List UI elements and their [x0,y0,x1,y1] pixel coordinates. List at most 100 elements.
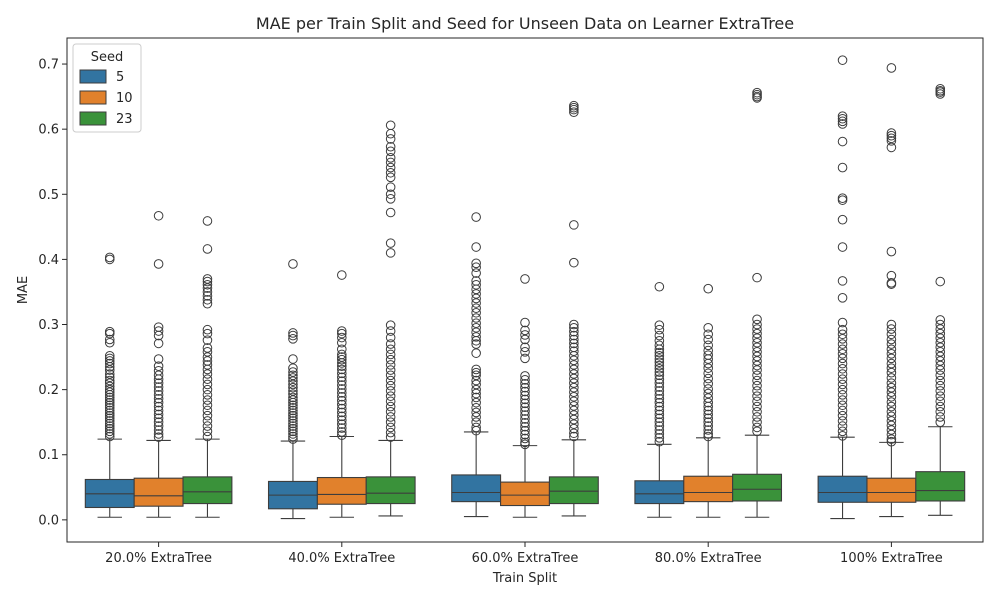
outlier-point [520,406,530,416]
x-axis-label: Train Split [492,571,557,586]
outlier-point [886,425,897,435]
outlier-point [654,405,665,416]
outlier-point [837,293,848,303]
outlier-point [520,325,530,336]
outlier-point [837,421,848,431]
outlier-point [153,409,164,420]
outlier-point [520,439,530,450]
outlier-point [935,328,946,339]
outlier-point [569,364,579,375]
outlier-point [288,421,298,431]
outlier-point [886,358,897,369]
outlier-point [288,400,298,411]
x-tick-label: 40.0% ExtraTree [288,551,395,566]
outlier-point [837,344,848,355]
outlier-point [385,422,396,433]
iqr-box [732,473,783,502]
outlier-point [471,397,481,408]
outlier-point [104,395,115,405]
outlier-point [569,419,579,429]
outlier-point [654,344,665,355]
outlier-point [837,395,848,405]
outlier-point [654,370,665,381]
outlier-point [654,390,665,400]
outlier-point [153,432,164,442]
outlier-point [569,431,579,442]
outlier-point [520,274,530,284]
outlier-point [886,382,897,393]
outlier-point [288,328,298,338]
outlier-point [752,319,762,330]
outlier-point [569,401,579,411]
outlier-point [385,153,396,163]
outlier-point [202,410,213,421]
y-tick-label: 0.7 [38,58,59,73]
outlier-point [337,407,347,418]
outlier-point [520,353,530,364]
outlier-point [703,429,714,439]
iqr-box [182,476,233,505]
outlier-point [471,242,481,252]
outlier-point [471,298,481,308]
outlier-point [337,326,347,336]
outlier-point [654,413,665,424]
outlier-point [153,326,164,336]
outlier-point [837,324,848,335]
box-seed-10-4 [866,63,917,518]
outlier-point [837,195,848,205]
outlier-point [935,89,946,99]
outlier-point [385,354,396,365]
outlier-point [569,396,579,407]
outlier-point [837,119,848,129]
outlier-point [886,339,897,349]
outlier-point [886,63,897,73]
outlier-point [886,397,897,407]
iqr-box [365,476,416,505]
outlier-point [703,397,714,408]
outlier-point [752,337,762,348]
outlier-point [654,281,665,292]
outlier-point [752,375,762,386]
outlier-point [654,324,665,335]
outlier-point [104,372,115,383]
outlier-point [654,386,665,396]
outlier-point [153,390,164,400]
legend-frame [72,43,142,133]
x-tick-label: 80.0% ExtraTree [655,551,762,566]
outlier-point [935,370,946,381]
outlier-point [520,342,530,353]
outlier-point [337,399,347,410]
y-tick-label: 0.2 [38,383,59,398]
outlier-point [935,417,946,427]
outlier-point [654,429,665,439]
legend-label-10: 10 [116,91,133,106]
outlier-point [471,279,481,290]
outlier-point [288,418,298,429]
outlier-point [471,212,481,222]
outlier-point [288,392,298,403]
outlier-point [337,423,347,433]
outlier-point [935,347,946,357]
outlier-point [471,379,481,390]
outlier-point [935,386,946,396]
outlier-point [569,369,579,379]
outlier-point [471,322,481,333]
outlier-point [886,391,897,402]
outlier-point [569,107,579,118]
outlier-point [935,375,946,386]
outlier-point [385,386,396,396]
outlier-point [837,317,848,328]
outlier-point [104,369,115,379]
iqr-box [915,471,966,502]
outlier-point [288,354,298,364]
outlier-point [104,397,115,408]
outlier-point [385,339,396,349]
outlier-point [886,373,897,383]
iqr-box [451,474,502,503]
outlier-point [886,142,897,153]
outlier-point [385,162,396,173]
outlier-point [886,128,897,138]
outlier-point [935,337,946,348]
outlier-point [654,363,665,374]
outlier-point [288,429,298,439]
